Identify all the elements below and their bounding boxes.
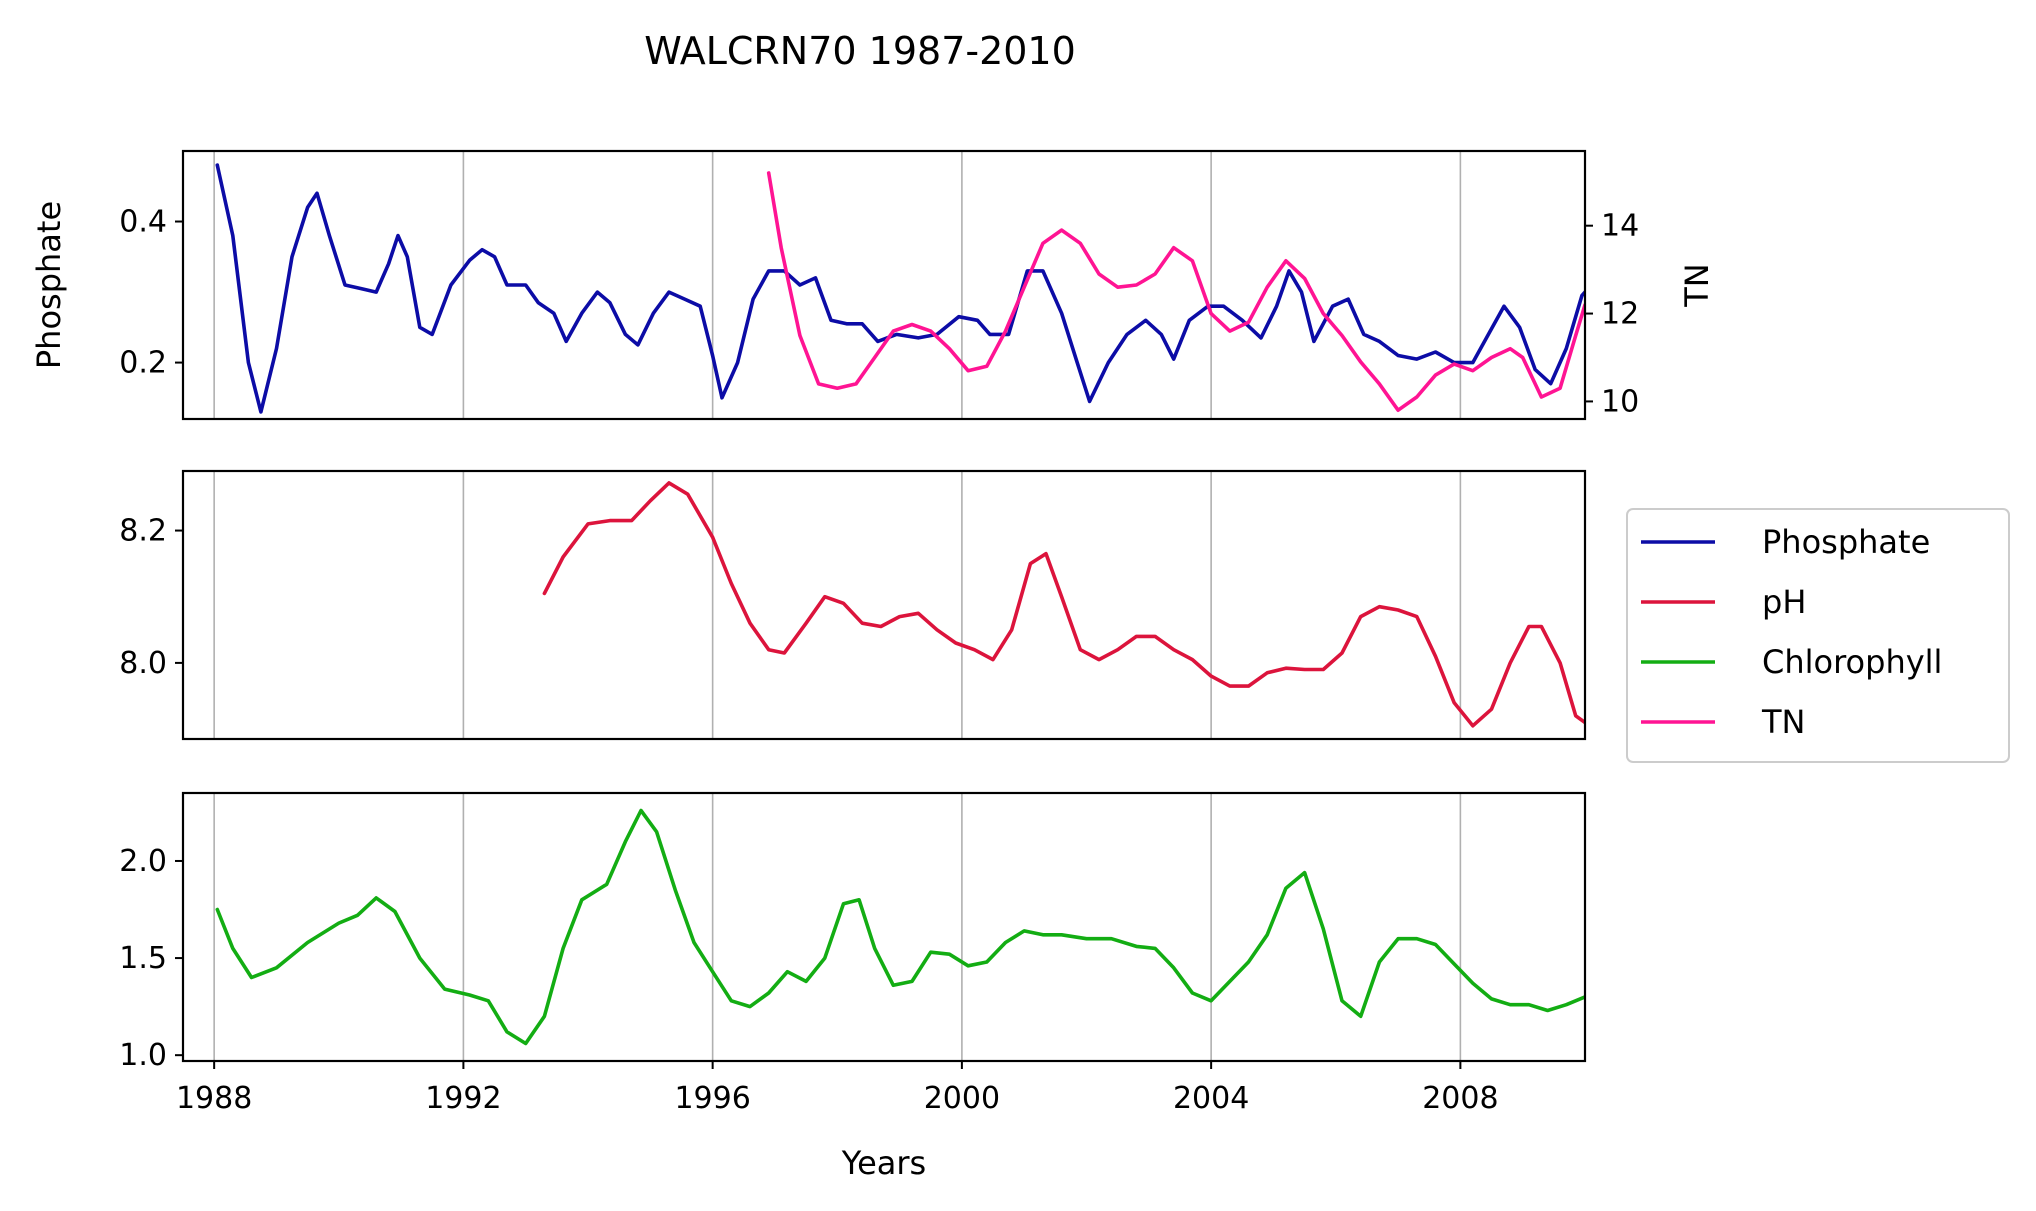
y-tick-label: 2.0	[119, 844, 167, 879]
panel-phosphate: 0.2 0.4 10 12 14 TN Phosphate	[30, 149, 1716, 421]
y2-tick-label: 10	[1601, 384, 1639, 419]
y-tick-label: 1.5	[119, 941, 167, 976]
x-tick-label-2008: 2008	[1422, 1081, 1498, 1116]
legend-label-phosphate: Phosphate	[1762, 523, 1930, 561]
x-tick-label-2004: 2004	[1173, 1081, 1249, 1116]
legend-label-ph: pH	[1762, 583, 1806, 621]
y-tick-label: 0.2	[119, 346, 167, 381]
series-line-phosphate	[215, 163, 1585, 414]
chart-title: WALCRN70 1987-2010	[644, 29, 1076, 73]
plot-frame	[181, 791, 1587, 1063]
series-line-tn	[766, 171, 1585, 412]
legend-label-chlorophyll: Chlorophyll	[1762, 643, 1942, 681]
panel-ph: 8.0 8.2	[119, 469, 1587, 741]
y-tick-label: 1.0	[119, 1038, 167, 1073]
y-axis-title: Phosphate	[30, 201, 68, 369]
y-tick-label: 8.2	[119, 514, 167, 549]
x-tick-label-1996: 1996	[674, 1081, 750, 1116]
legend-label-tn: TN	[1761, 703, 1805, 741]
x-tick-label-1992: 1992	[425, 1081, 501, 1116]
plot-frame	[181, 149, 1587, 421]
legend: Phosphate pH Chlorophyll TN	[1626, 508, 2010, 763]
y-tick-label: 0.4	[119, 205, 167, 240]
y2-tick-label: 14	[1601, 209, 1639, 244]
legend-box	[1626, 508, 2010, 763]
y-tick-label: 8.0	[119, 646, 167, 681]
x-tick-label-2000: 2000	[924, 1081, 1000, 1116]
series-line-ph	[542, 481, 1585, 728]
y2-axis-title: TN	[1678, 263, 1716, 307]
x-axis-title: Years	[841, 1144, 926, 1182]
y2-tick-label: 12	[1601, 297, 1639, 332]
x-tick-label-1988: 1988	[176, 1081, 252, 1116]
series-line-chlorophyll	[215, 808, 1585, 1046]
plot-frame	[181, 469, 1587, 741]
panel-chlorophyll: 1.0 1.5 2.0 1988 1992 1996 2000 2004 2008	[119, 791, 1587, 1116]
